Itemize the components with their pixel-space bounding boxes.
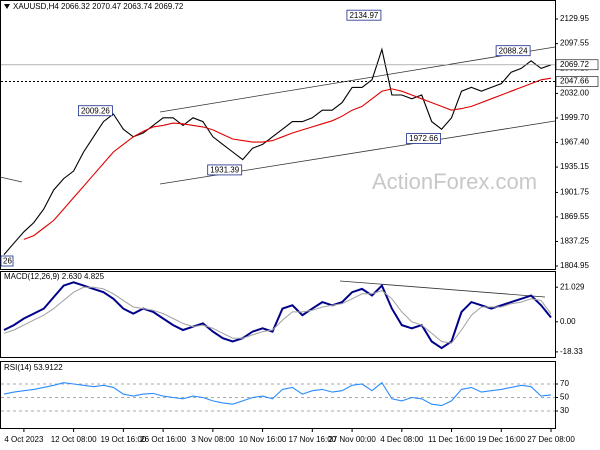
x-tick-label: 10 Nov 16:00	[239, 435, 287, 444]
y-tick-label: 1935.15	[560, 162, 589, 171]
x-tick-label: 19 Dec 16:00	[477, 435, 525, 444]
price-label: 2009.26	[81, 106, 110, 115]
y-tick-label: 1999.70	[560, 113, 589, 122]
price-label-box	[207, 164, 243, 176]
macd-trend-line	[339, 280, 546, 298]
header-icon	[4, 4, 10, 9]
x-tick-label: 4 Oct 2023	[4, 435, 44, 444]
last-price-label: 2069.72	[560, 60, 589, 69]
x-tick-label: 11 Dec 16:00	[428, 435, 476, 444]
series-line	[23, 77, 552, 240]
macd-title: MACD(12,26,9) 2.630 4.825	[4, 272, 105, 281]
rsi-title: RSI(14) 53.9122	[4, 363, 63, 372]
series-line	[3, 381, 552, 407]
macd-panel	[0, 271, 556, 358]
trend-line	[0, 176, 23, 183]
edge-label: 26	[3, 257, 12, 266]
y-tick-label: 1967.40	[560, 138, 589, 147]
y-tick-label: -18.33	[560, 347, 583, 356]
x-tick-label: 19 Oct 16:00	[100, 435, 146, 444]
price-label-box	[495, 45, 531, 57]
rsi-panel	[0, 361, 556, 429]
series-line	[3, 47, 552, 255]
y-tick-label: 21.029	[560, 282, 585, 291]
price-label-box	[78, 105, 113, 117]
x-tick-label: 4 Dec 08:00	[380, 435, 424, 444]
x-tick-label: 12 Oct 08:00	[51, 435, 97, 444]
price-label-box	[406, 133, 442, 144]
y-tick-label: 30	[560, 406, 569, 415]
y-tick-label: 1837.25	[560, 237, 589, 246]
price-label: 2134.97	[349, 11, 378, 20]
edge-label-box	[0, 255, 14, 267]
channel-upper	[159, 46, 556, 113]
price-label: 1972.66	[409, 134, 438, 143]
series-line	[3, 281, 552, 350]
y-tick-label: 2032.00	[560, 89, 589, 98]
y-tick-label: 70	[560, 379, 569, 388]
price-label: 1931.39	[210, 166, 239, 175]
x-tick-label: 27 Dec 08:00	[527, 435, 575, 444]
x-tick-label: 17 Nov 16:00	[289, 435, 337, 444]
level-label: 2047.66	[560, 77, 589, 86]
x-tick-label: 27 Nov 00:00	[328, 435, 376, 444]
watermark: ActionForex.com	[372, 169, 537, 194]
x-tick-label: 3 Nov 08:00	[191, 435, 235, 444]
last-price-box	[555, 59, 599, 71]
price-panel	[0, 0, 556, 270]
price-label: 2088.24	[499, 46, 528, 55]
y-tick-label: 2097.55	[560, 39, 589, 48]
y-tick-label: 1901.75	[560, 188, 589, 197]
series-line	[3, 286, 552, 344]
y-tick-label: 1869.55	[560, 212, 589, 221]
y-tick-label: 50	[560, 393, 569, 402]
level-box	[555, 76, 599, 87]
price-label-box	[346, 9, 382, 21]
x-tick-label: 26 Oct 16:00	[140, 435, 186, 444]
price-title: XAUUSD,H4 2066.32 2070.47 2063.74 2069.7…	[13, 2, 184, 11]
y-tick-label: 0.00	[560, 317, 576, 326]
y-tick-label: 1804.95	[560, 261, 589, 270]
y-tick-label: 2129.95	[560, 14, 589, 23]
